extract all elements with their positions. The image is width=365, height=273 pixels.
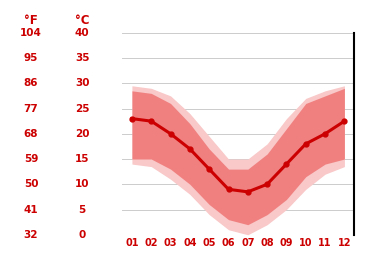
Text: 25: 25 — [75, 103, 89, 114]
Text: 5: 5 — [78, 204, 86, 215]
Text: 40: 40 — [75, 28, 89, 38]
Text: 77: 77 — [24, 103, 38, 114]
Text: 15: 15 — [75, 154, 89, 164]
Text: 104: 104 — [20, 28, 42, 38]
Text: 30: 30 — [75, 78, 89, 88]
Text: °C: °C — [75, 14, 89, 27]
Text: 20: 20 — [75, 129, 89, 139]
Text: 0: 0 — [78, 230, 86, 240]
Text: 32: 32 — [24, 230, 38, 240]
Text: 95: 95 — [24, 53, 38, 63]
Text: 59: 59 — [24, 154, 38, 164]
Text: °F: °F — [24, 14, 38, 27]
Text: 41: 41 — [24, 204, 38, 215]
Text: 35: 35 — [75, 53, 89, 63]
Text: 10: 10 — [75, 179, 89, 189]
Text: 50: 50 — [24, 179, 38, 189]
Text: 86: 86 — [24, 78, 38, 88]
Text: 68: 68 — [24, 129, 38, 139]
